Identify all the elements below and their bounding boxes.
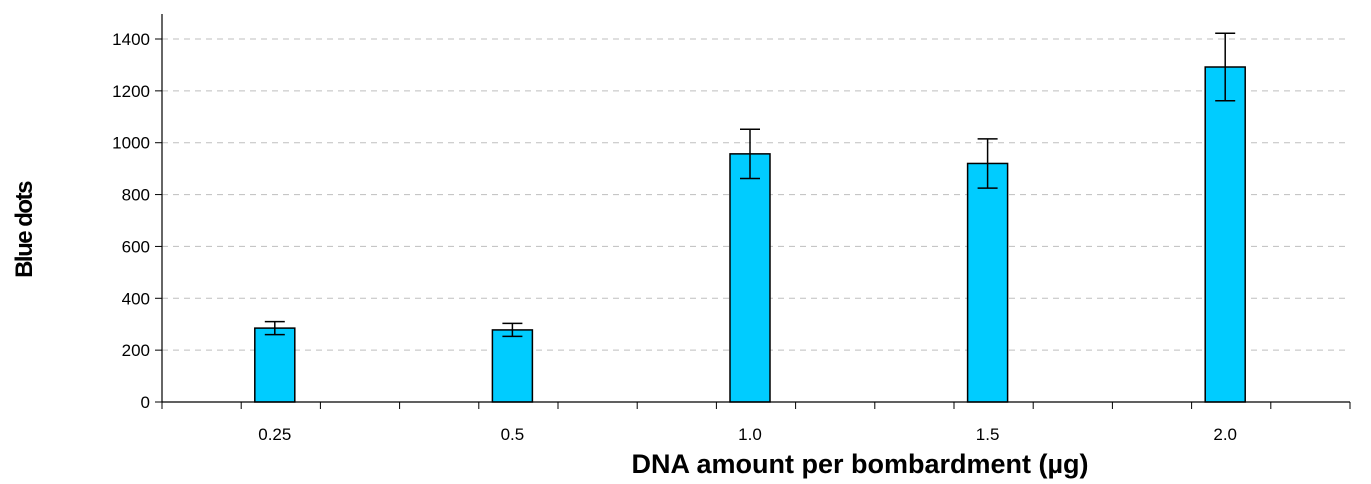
y-tick-label: 400 [122,289,150,308]
bar-2.0 [1204,66,1246,403]
y-axis-title: Blue dots [11,181,38,278]
x-tick-label: 1.5 [976,425,1000,444]
y-tick-label: 800 [122,186,150,205]
bar-0.25 [254,327,296,403]
bar-1.5 [966,162,1009,403]
bar-0.5 [491,329,534,403]
bar-1.0 [729,153,771,403]
axes [155,14,1351,409]
x-tick-label: 1.0 [738,425,762,444]
tick-labels: 0 200 400 600 800 1000 1200 1400 0.25 0.5 1.0 1.5 2.… [112,30,1237,444]
x-tick-label: 2.0 [1213,425,1237,444]
bars [254,66,1246,403]
x-tick-label: 0.25 [258,425,291,444]
error-bars [264,32,1236,338]
y-tick-label: 0 [141,393,150,412]
x-tick-label: 0.5 [501,425,525,444]
y-tick-label: 200 [122,341,150,360]
x-axis-title: DNA amount per bombardment (µg) [631,449,1088,479]
y-tick-label: 1000 [112,134,150,153]
y-tick-label: 1400 [112,30,150,49]
y-tick-label: 600 [122,237,150,256]
y-tick-label: 1200 [112,82,150,101]
